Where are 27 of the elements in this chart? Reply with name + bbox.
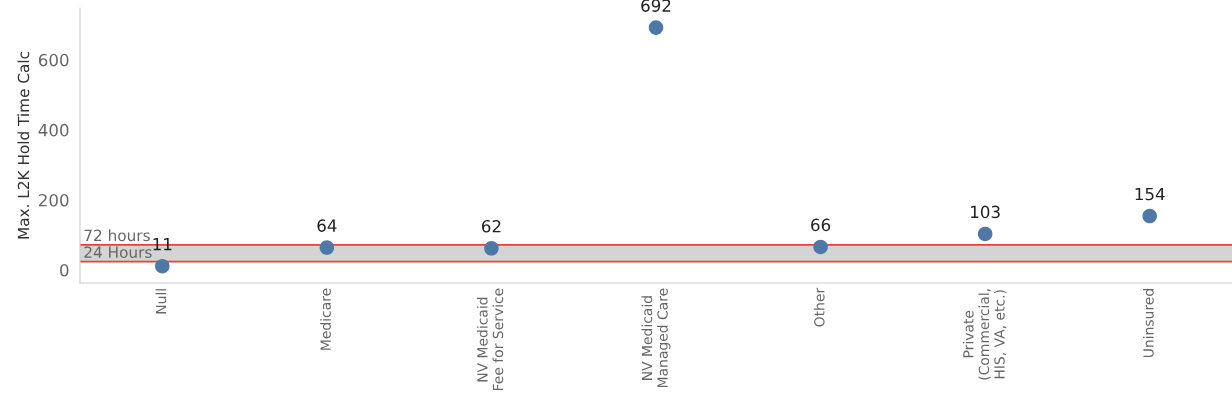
y-tick-label: 0 [60, 264, 69, 277]
x-tick-label: Uninsured [1142, 289, 1154, 358]
data-label: 692 [641, 0, 671, 12]
data-label: 64 [317, 219, 337, 232]
ref-line-label: 72 hours [84, 229, 150, 242]
point [648, 20, 664, 35]
point [484, 241, 499, 256]
point [977, 226, 993, 242]
x-tick-label: Other [813, 287, 825, 327]
data-label: 103 [971, 205, 1000, 219]
data-label: 62 [481, 219, 501, 233]
data-label: 66 [811, 218, 831, 232]
x-tick-label: NV Medicaid Managed Care [641, 288, 671, 388]
x-tick-label: Null [155, 289, 167, 314]
x-tick-label: Private (Commercial, HIS, VA, etc.) [962, 289, 1007, 380]
ref-line-label: 24 Hours [84, 246, 152, 258]
y-axis-title: Max. L2K Hold Time Calc [17, 51, 30, 239]
point [155, 258, 170, 274]
y-tick-label: 400 [38, 123, 69, 137]
y-tick-label: 600 [38, 53, 69, 67]
y-tick-label: 200 [38, 193, 69, 207]
x-tick-label: Medicare [320, 288, 331, 350]
point [1142, 208, 1157, 224]
point [319, 240, 335, 255]
point [813, 239, 828, 255]
data-label: 154 [1135, 187, 1165, 201]
x-tick-label: NV Medicaid Fee for Service [476, 288, 504, 391]
